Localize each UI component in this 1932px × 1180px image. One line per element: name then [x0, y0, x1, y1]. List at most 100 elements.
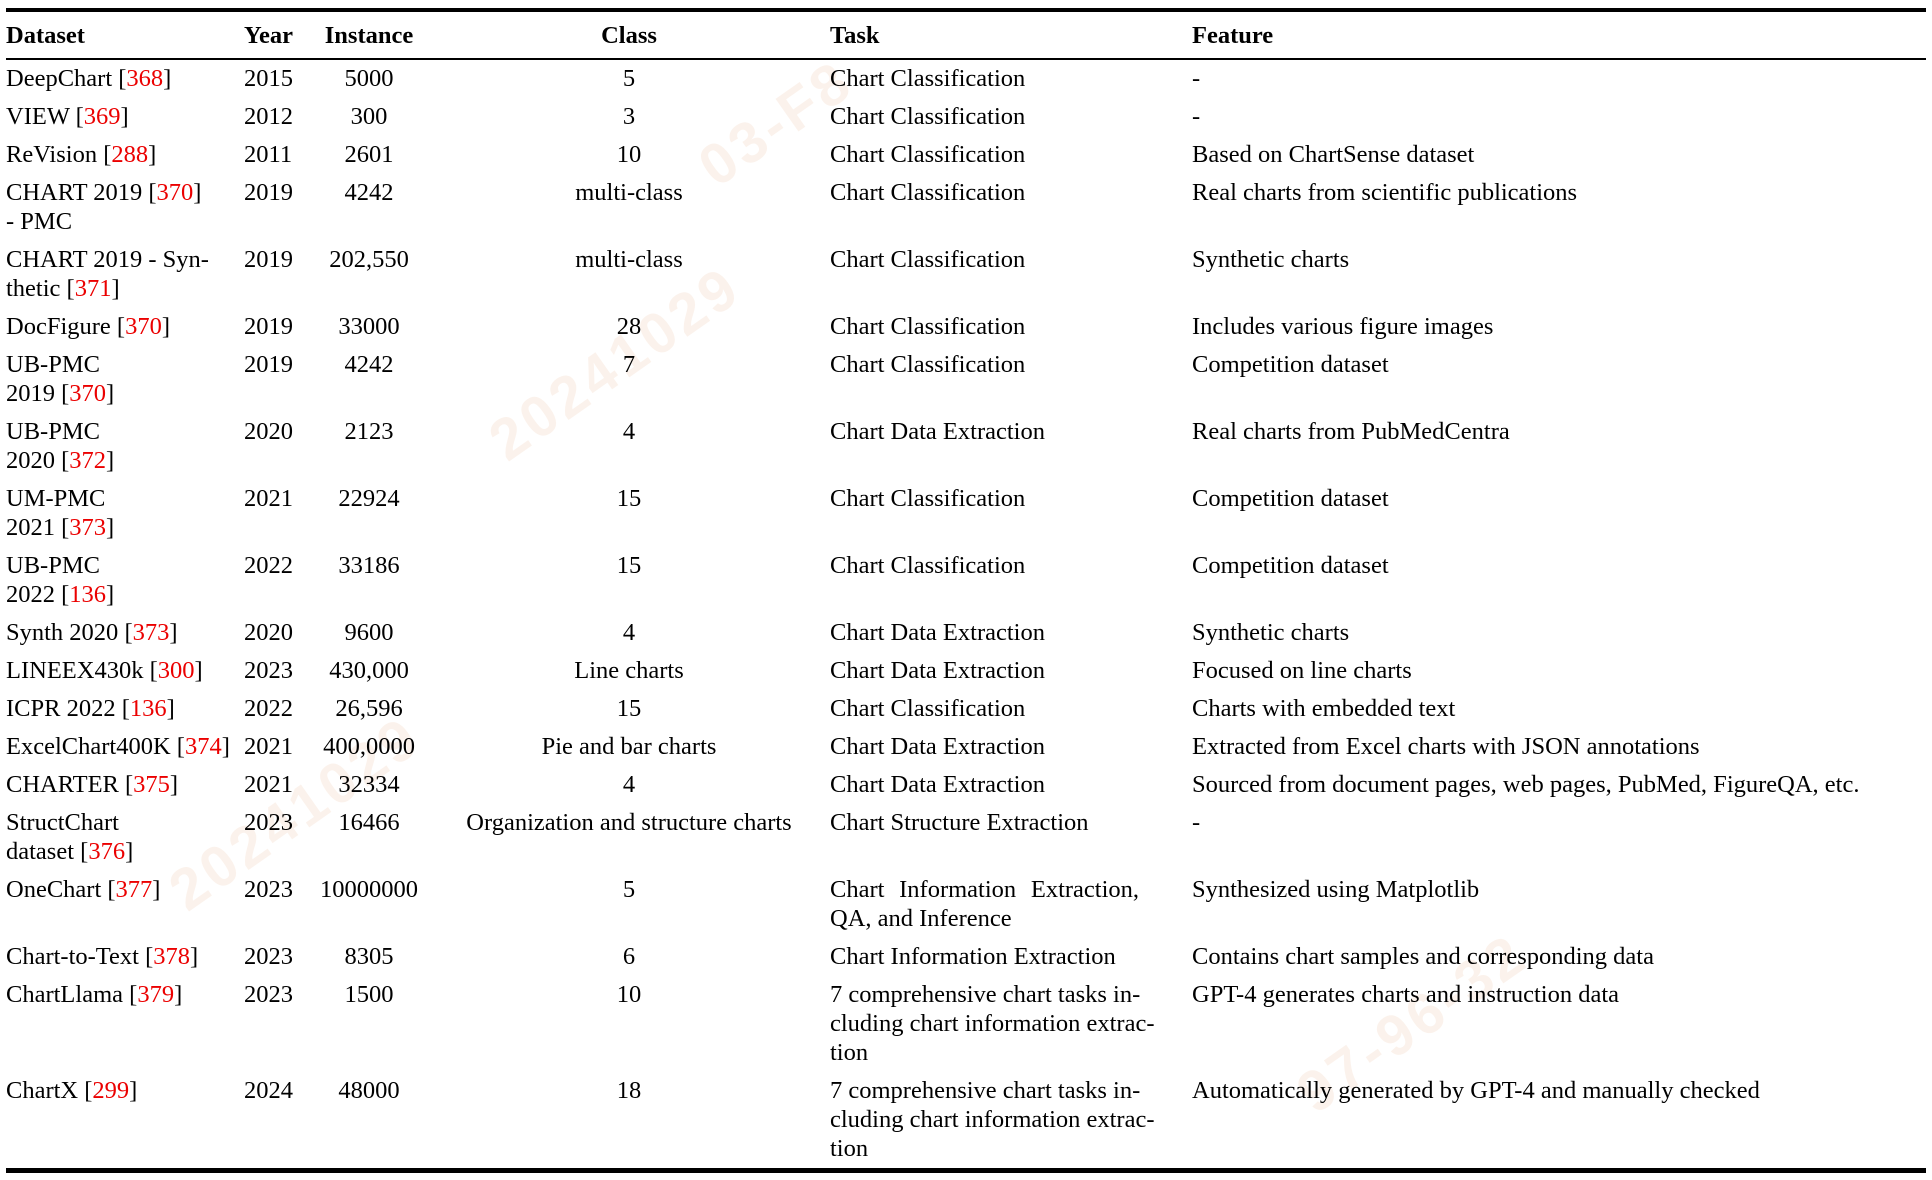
cell-feature: Competition dataset — [1192, 552, 1389, 579]
citation-ref[interactable]: 299 — [92, 1077, 130, 1104]
citation-ref[interactable]: 136 — [129, 695, 167, 722]
task-line: Chart Data Extraction — [830, 771, 1045, 798]
cell-class: 15 — [616, 552, 642, 579]
citation-ref[interactable]: 370 — [125, 313, 162, 340]
cell-class: 3 — [622, 103, 636, 130]
cell-dataset: Synth 2020 [373] — [6, 619, 178, 646]
cell-task: 7 comprehensive chart tasks in-cluding c… — [824, 1072, 1186, 1171]
citation-ref[interactable]: 288 — [111, 141, 149, 168]
task-line: Chart Information Extraction, — [830, 876, 1140, 903]
chart-datasets-table: Dataset Year Instance Class Task Feature… — [6, 8, 1926, 1173]
cell-class: Organization and structure charts — [466, 809, 792, 836]
cell-task: Chart Classification — [824, 308, 1186, 346]
cell-feature: - — [1192, 103, 1201, 130]
task-line: cluding chart information extrac- — [830, 1010, 1155, 1037]
header-row: Dataset Year Instance Class Task Feature — [6, 10, 1926, 60]
cell-task: Chart Classification — [824, 690, 1186, 728]
cell-instance: 26,596 — [335, 695, 403, 722]
task-line: Chart Classification — [830, 485, 1026, 512]
col-header-feature: Feature — [1186, 10, 1926, 60]
task-line: Chart Data Extraction — [830, 657, 1045, 684]
cell-year: 2015 — [244, 65, 293, 92]
cell-class: 6 — [622, 943, 636, 970]
cell-instance: 2123 — [344, 418, 394, 445]
cell-dataset: CHARTER [375] — [6, 771, 179, 798]
table-row: ChartX [299] 2024 48000 18 7 comprehensive c… — [6, 1072, 1926, 1171]
task-line: Chart Data Extraction — [830, 619, 1045, 646]
cell-dataset: OneChart [377] — [6, 876, 161, 903]
cell-year: 2021 — [244, 485, 293, 512]
table-row: LINEEX430k [300] 2023 430,000 Line charts Ch… — [6, 652, 1926, 690]
cell-dataset: CHART 2019 - Syn-thetic [371] — [6, 246, 209, 302]
cell-dataset: Chart-to-Text [378] — [6, 943, 199, 970]
cell-year: 2022 — [244, 695, 293, 722]
citation-ref[interactable]: 370 — [156, 179, 194, 206]
citation-ref[interactable]: 136 — [69, 581, 107, 608]
citation-ref[interactable]: 371 — [74, 275, 112, 302]
citation-ref[interactable]: 375 — [133, 771, 170, 798]
citation-ref[interactable]: 379 — [137, 981, 175, 1008]
table-row: DeepChart [368] 2015 5000 5 Chart Classifica… — [6, 59, 1926, 98]
cell-feature: - — [1192, 809, 1201, 836]
cell-task: Chart Classification — [824, 547, 1186, 614]
cell-dataset: ReVision [288] — [6, 141, 157, 168]
citation-ref[interactable]: 377 — [115, 876, 153, 903]
citation-ref[interactable]: 368 — [126, 65, 164, 92]
cell-instance: 33000 — [338, 313, 400, 340]
cell-feature: Real charts from scientific publications — [1192, 179, 1578, 206]
cell-class: 18 — [616, 1077, 642, 1104]
citation-ref[interactable]: 374 — [184, 733, 222, 760]
col-header-dataset: Dataset — [6, 10, 244, 60]
cell-feature: GPT-4 generates charts and instruction d… — [1192, 981, 1620, 1008]
cell-instance: 33186 — [338, 552, 400, 579]
citation-ref[interactable]: 300 — [157, 657, 195, 684]
cell-class: 10 — [616, 141, 642, 168]
citation-ref[interactable]: 372 — [69, 447, 107, 474]
cell-instance: 400,0000 — [323, 733, 415, 760]
citation-ref[interactable]: 378 — [153, 943, 191, 970]
cell-year: 2023 — [244, 809, 293, 836]
cell-dataset: UB-PMC 2020 [372] — [6, 418, 115, 474]
cell-feature: Contains chart samples and corresponding… — [1192, 943, 1654, 970]
cell-task: Chart Data Extraction — [824, 614, 1186, 652]
table-row: UB-PMC 2019 [370] 2019 4242 7 Chart Classific… — [6, 346, 1926, 413]
citation-ref[interactable]: 369 — [83, 103, 121, 130]
cell-feature: Includes various figure images — [1192, 313, 1494, 340]
cell-class: 10 — [616, 981, 642, 1008]
cell-task: Chart Classification — [824, 174, 1186, 241]
cell-instance: 1500 — [344, 981, 394, 1008]
citation-ref[interactable]: 373 — [69, 514, 107, 541]
cell-dataset: UB-PMC 2022 [136] — [6, 552, 115, 608]
cell-dataset: ICPR 2022 [136] — [6, 695, 175, 722]
cell-task: Chart Information Extraction — [824, 938, 1186, 976]
citation-ref[interactable]: 370 — [69, 380, 107, 407]
cell-class: Line charts — [574, 657, 684, 684]
task-line: QA, and Inference — [830, 905, 1012, 932]
task-line: Chart Classification — [830, 141, 1026, 168]
task-line: Chart Classification — [830, 103, 1026, 130]
cell-year: 2023 — [244, 657, 293, 684]
cell-class: 5 — [622, 65, 636, 92]
task-line: tion — [830, 1039, 869, 1066]
cell-task: Chart Information Extraction, QA, and Inf… — [824, 871, 1186, 938]
cell-dataset: StructChart dataset [376] — [6, 809, 134, 865]
task-line: Chart Classification — [830, 313, 1026, 340]
cell-year: 2023 — [244, 981, 293, 1008]
cell-task: Chart Data Extraction — [824, 766, 1186, 804]
table-row: OneChart [377] 2023 10000000 5 Chart Informa… — [6, 871, 1926, 938]
cell-task: Chart Data Extraction — [824, 413, 1186, 480]
cell-feature: Based on ChartSense dataset — [1192, 141, 1475, 168]
cell-dataset: VIEW [369] — [6, 103, 129, 130]
citation-ref[interactable]: 376 — [88, 838, 126, 865]
cell-feature: Synthesized using Matplotlib — [1192, 876, 1480, 903]
table-row: CHART 2019 - Syn-thetic [371] 2019 202,550… — [6, 241, 1926, 308]
cell-class: Pie and bar charts — [541, 733, 717, 760]
table-row: ReVision [288] 2011 2601 10 Chart Classifica… — [6, 136, 1926, 174]
cell-feature: Real charts from PubMedCentra — [1192, 418, 1510, 445]
citation-ref[interactable]: 373 — [132, 619, 170, 646]
cell-instance: 300 — [350, 103, 388, 130]
cell-class: 4 — [622, 771, 636, 798]
task-line: tion — [830, 1135, 869, 1162]
cell-year: 2023 — [244, 876, 293, 903]
